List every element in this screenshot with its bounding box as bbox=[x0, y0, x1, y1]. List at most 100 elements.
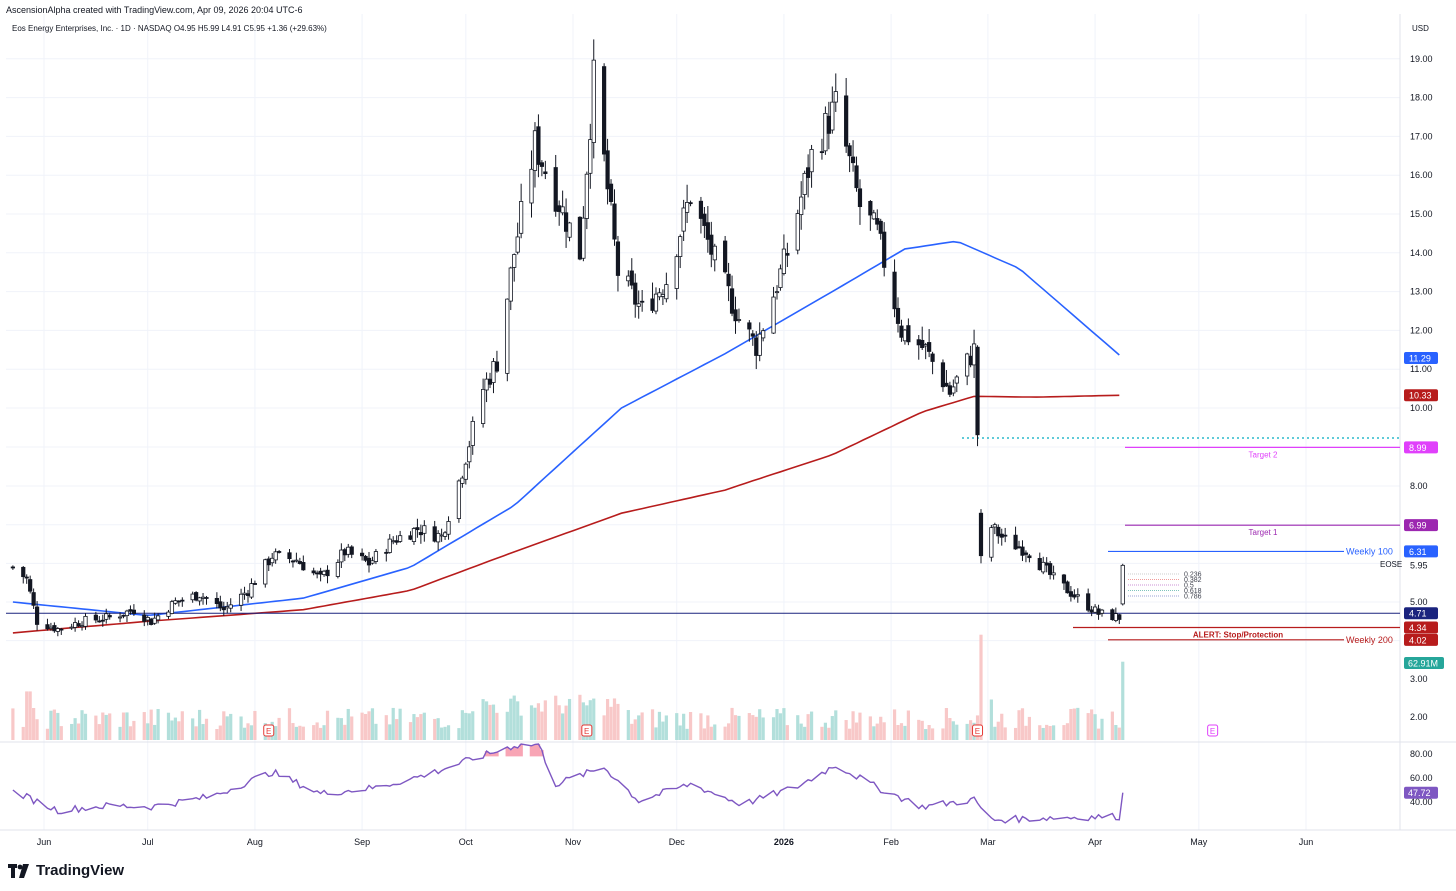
candle-body bbox=[149, 618, 154, 625]
candle-body bbox=[1068, 591, 1073, 597]
price-label-box bbox=[1404, 607, 1438, 620]
x-tick-label: Jun bbox=[1299, 837, 1314, 847]
candle-body bbox=[588, 139, 593, 174]
candle-body bbox=[681, 207, 686, 232]
volume-bar bbox=[446, 725, 451, 740]
volume-bar bbox=[799, 723, 803, 740]
volume-bar bbox=[1052, 725, 1056, 740]
volume-bar bbox=[892, 709, 897, 740]
candle-body bbox=[1096, 608, 1101, 615]
candle-body bbox=[104, 613, 109, 620]
candle-body bbox=[218, 601, 223, 609]
candle-body bbox=[747, 322, 752, 330]
candle-body bbox=[363, 555, 368, 561]
candle-body bbox=[321, 570, 327, 575]
earnings-marker-label: E bbox=[584, 727, 589, 736]
volume-bar bbox=[564, 705, 568, 740]
candle-body bbox=[318, 570, 323, 575]
candle-body bbox=[242, 592, 247, 595]
volume-bar bbox=[132, 720, 136, 740]
x-tick-label: Oct bbox=[459, 837, 474, 847]
volume-bar bbox=[875, 723, 879, 740]
volume-bar bbox=[796, 715, 800, 740]
volume-bar bbox=[322, 725, 326, 740]
candle-body bbox=[778, 268, 783, 288]
volume-tick-label: 3.00 bbox=[1410, 674, 1428, 684]
candle-body bbox=[76, 623, 81, 627]
volume-bar bbox=[52, 709, 56, 740]
candle-body bbox=[802, 172, 807, 195]
tradingview-logo: TradingView bbox=[8, 862, 124, 879]
candle-body bbox=[79, 625, 85, 628]
volume-bar bbox=[121, 712, 126, 740]
candle-body bbox=[155, 615, 161, 621]
volume-bar bbox=[834, 710, 838, 740]
candle-body bbox=[519, 201, 524, 234]
candle-body bbox=[1013, 534, 1018, 550]
candle-body bbox=[512, 254, 517, 268]
candle-body bbox=[491, 361, 496, 383]
candle-body bbox=[1027, 555, 1032, 559]
candle-body bbox=[194, 592, 199, 601]
volume-bar bbox=[1121, 661, 1125, 740]
volume-bar bbox=[581, 702, 585, 740]
candle-body bbox=[263, 559, 268, 585]
candle-body bbox=[436, 532, 441, 543]
candle-body bbox=[581, 217, 586, 259]
chart-credit: AscensionAlpha created with TradingView.… bbox=[6, 5, 303, 15]
volume-bar bbox=[464, 712, 468, 740]
volume-bar bbox=[343, 724, 347, 740]
volume-bar bbox=[274, 726, 278, 740]
volume-bar bbox=[156, 709, 160, 740]
candle-body bbox=[629, 270, 634, 286]
volume-bar bbox=[536, 703, 541, 740]
level-annotation: Target 1 bbox=[1249, 528, 1278, 537]
volume-bar bbox=[360, 712, 364, 740]
volume-bar bbox=[467, 713, 471, 740]
volume-bar bbox=[201, 724, 205, 740]
volume-bar bbox=[239, 716, 243, 740]
price-label: 6.31 bbox=[1409, 547, 1427, 557]
candle-body bbox=[463, 463, 468, 480]
volume-bar bbox=[336, 717, 340, 740]
candle-body bbox=[1020, 546, 1025, 556]
candle-body bbox=[1092, 606, 1098, 613]
candle-body bbox=[131, 609, 136, 615]
candle-body bbox=[10, 566, 15, 569]
volume-bar bbox=[803, 726, 807, 740]
candle-body bbox=[892, 271, 897, 310]
volume-bar bbox=[177, 721, 181, 740]
volume-bar bbox=[215, 728, 219, 740]
y-tick-label: 14.00 bbox=[1410, 248, 1433, 258]
candle-body bbox=[93, 614, 98, 621]
volume-bar bbox=[917, 719, 921, 740]
candle-body bbox=[1041, 561, 1046, 573]
candle-body bbox=[923, 344, 928, 347]
volume-bar bbox=[301, 726, 305, 740]
candle-body bbox=[664, 284, 669, 300]
candle-body bbox=[28, 579, 33, 592]
candle-body bbox=[857, 188, 863, 208]
candle-body bbox=[128, 609, 133, 612]
x-tick-label: Mar bbox=[980, 837, 996, 847]
volume-bar bbox=[640, 712, 644, 740]
candle-body bbox=[709, 234, 714, 255]
candles bbox=[10, 39, 1125, 637]
candle-body bbox=[774, 291, 780, 294]
candle-body bbox=[266, 558, 271, 566]
volume-bar bbox=[1086, 713, 1090, 740]
candle-body bbox=[539, 162, 544, 167]
volume-bar bbox=[868, 716, 872, 740]
volume-bar bbox=[924, 729, 928, 740]
candle-body bbox=[197, 597, 202, 602]
candle-body bbox=[204, 597, 209, 599]
volume-bar bbox=[253, 710, 257, 740]
volume-bar bbox=[1114, 725, 1118, 740]
earnings-marker-label: E bbox=[1210, 727, 1215, 736]
candle-body bbox=[228, 604, 233, 609]
price-label-box bbox=[1404, 441, 1438, 454]
candle-body bbox=[978, 512, 984, 557]
candle-body bbox=[650, 298, 655, 311]
volume-bar bbox=[1048, 725, 1052, 740]
